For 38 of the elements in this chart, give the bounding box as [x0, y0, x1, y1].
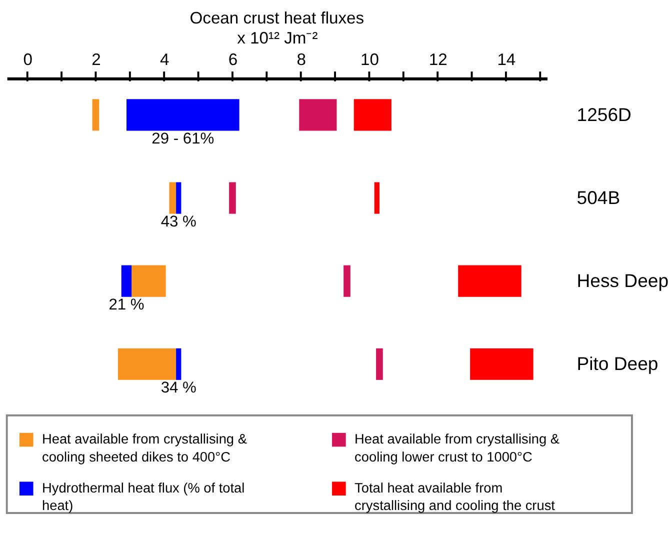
legend-label: Heat available from crystallising & cooling sheeted dikes to 400°C [42, 432, 247, 464]
bar [132, 265, 166, 297]
x-tick-label: 10 [360, 50, 379, 70]
y-tick-label: 504B [576, 186, 620, 208]
annotation: 34 % [160, 379, 197, 396]
bar [176, 348, 182, 380]
bar [176, 182, 182, 214]
x-tick-label: 2 [92, 50, 101, 70]
bar [376, 348, 383, 380]
bar [299, 99, 337, 131]
y-tick-label: Hess Deep [576, 270, 669, 291]
x-tick-label: 14 [497, 50, 516, 70]
x-tick-label: 0 [23, 50, 32, 70]
bar [92, 99, 100, 131]
bar [458, 265, 522, 297]
y-tick-label: Pito Deep [576, 353, 658, 374]
x-tick-label: 4 [160, 50, 170, 70]
chart-title: Ocean crust heat fluxes [190, 8, 364, 28]
bar [121, 265, 132, 297]
annotation: 29 - 61% [152, 130, 214, 148]
y-tick-label: 1256D [576, 104, 632, 125]
legend-label: Hydrothermal heat flux (% of total heat) [42, 480, 245, 514]
legend-label: Total heat available from crystallising and cooling the crust [354, 480, 556, 514]
x-tick-label: 12 [428, 50, 448, 70]
bar [126, 99, 240, 131]
legend-label: Heat available from crystallising & cooling lower crust to 1000°C [354, 432, 560, 464]
bar [229, 182, 236, 214]
bar [470, 348, 534, 380]
bar [118, 348, 176, 380]
bar [169, 182, 176, 214]
x-tick-label: 8 [296, 50, 306, 70]
annotation: 43 % [160, 213, 197, 230]
x-tick-label: 6 [228, 50, 238, 70]
bar [344, 265, 350, 297]
annotation: 21 % [108, 296, 144, 314]
bar [354, 99, 392, 131]
bar [374, 182, 380, 214]
x-axis-title: x 10¹² Jm⁻² [237, 28, 318, 48]
